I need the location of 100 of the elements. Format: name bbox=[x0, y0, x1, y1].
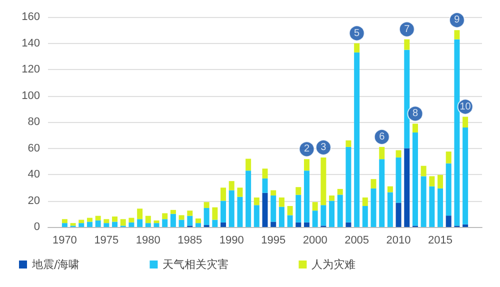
bar bbox=[420, 176, 426, 227]
bar bbox=[278, 206, 284, 227]
bar bbox=[396, 150, 402, 158]
bar bbox=[462, 224, 468, 227]
bar bbox=[296, 194, 302, 222]
bar bbox=[204, 208, 210, 226]
bar bbox=[370, 179, 376, 188]
bar bbox=[254, 205, 260, 227]
bar bbox=[95, 220, 101, 227]
bar bbox=[387, 186, 393, 192]
x-tick-label: 1975 bbox=[94, 234, 119, 246]
bar bbox=[429, 176, 435, 186]
legend-label: 人为灾难 bbox=[312, 258, 356, 271]
x-tick-label: 2010 bbox=[386, 234, 411, 246]
bar bbox=[462, 116, 468, 128]
bar bbox=[195, 218, 201, 224]
bar bbox=[86, 218, 92, 222]
bar bbox=[362, 206, 368, 227]
annotation: 8 bbox=[412, 108, 418, 120]
bar bbox=[278, 197, 284, 207]
y-tick-label: 60 bbox=[28, 142, 40, 154]
bar bbox=[128, 222, 134, 227]
y-tick-label: 160 bbox=[22, 11, 40, 23]
annotation: 6 bbox=[379, 131, 386, 142]
bar bbox=[137, 208, 143, 220]
bar bbox=[404, 148, 410, 227]
bar bbox=[446, 163, 452, 216]
bar bbox=[379, 146, 385, 160]
bar bbox=[304, 159, 310, 171]
bar bbox=[454, 30, 460, 40]
bar bbox=[228, 181, 234, 190]
bar bbox=[212, 207, 218, 220]
bar bbox=[204, 202, 210, 208]
x-tick-label: 2000 bbox=[302, 234, 328, 246]
bar bbox=[438, 188, 444, 227]
bar bbox=[446, 216, 452, 227]
legend-label: 天气相关灾害 bbox=[162, 258, 229, 271]
bar bbox=[396, 157, 402, 203]
bar bbox=[112, 216, 118, 222]
bar bbox=[220, 200, 226, 222]
bar bbox=[412, 132, 418, 226]
annotation: 10 bbox=[460, 101, 472, 112]
bar bbox=[246, 170, 252, 227]
bar bbox=[462, 128, 468, 224]
bar bbox=[312, 210, 318, 227]
bar bbox=[262, 178, 268, 193]
bar bbox=[420, 166, 426, 176]
legend-label: 地震/海啸 bbox=[31, 258, 80, 271]
bar bbox=[187, 216, 193, 226]
bar bbox=[270, 190, 276, 196]
bar bbox=[104, 223, 110, 227]
x-tick-label: 1995 bbox=[261, 234, 286, 246]
bar bbox=[220, 222, 226, 227]
annotation: 5 bbox=[354, 28, 360, 39]
bar bbox=[237, 188, 243, 197]
bar bbox=[145, 216, 151, 224]
bar bbox=[95, 216, 101, 220]
bar bbox=[404, 39, 410, 50]
y-tick-label: 20 bbox=[28, 194, 40, 207]
bar bbox=[320, 205, 326, 226]
bar bbox=[412, 124, 418, 132]
x-tick-label: 1985 bbox=[178, 234, 202, 246]
bar bbox=[296, 222, 302, 227]
bar bbox=[154, 223, 160, 227]
bar bbox=[70, 223, 76, 226]
bar bbox=[262, 168, 268, 178]
bar bbox=[246, 158, 252, 171]
bar bbox=[137, 219, 143, 227]
y-tick-label: 140 bbox=[22, 37, 40, 50]
bar bbox=[170, 214, 176, 227]
bar bbox=[337, 188, 343, 195]
x-tick-label: 2005 bbox=[344, 234, 370, 246]
bar bbox=[220, 188, 226, 201]
bar bbox=[329, 200, 335, 227]
bar bbox=[287, 215, 293, 227]
bar bbox=[178, 220, 184, 227]
bar bbox=[178, 215, 184, 220]
bar bbox=[78, 220, 84, 224]
bar bbox=[270, 222, 276, 227]
bar bbox=[354, 43, 360, 52]
y-tick-label: 0 bbox=[34, 221, 40, 233]
bar bbox=[346, 222, 352, 227]
bar bbox=[387, 192, 393, 227]
bar bbox=[78, 223, 84, 227]
bar bbox=[195, 223, 201, 227]
x-tick-label: 1980 bbox=[136, 234, 160, 246]
bar bbox=[212, 220, 218, 227]
x-tick-label: 1970 bbox=[52, 234, 77, 246]
bar bbox=[396, 202, 402, 227]
bar bbox=[438, 174, 444, 188]
bar bbox=[62, 223, 68, 227]
annotation: 9 bbox=[454, 14, 460, 26]
bar bbox=[270, 196, 276, 222]
bar bbox=[446, 152, 452, 164]
bar bbox=[154, 220, 160, 224]
x-tick-label: 2015 bbox=[428, 234, 453, 246]
bar bbox=[228, 190, 234, 227]
bar bbox=[287, 206, 293, 216]
bar bbox=[162, 213, 168, 220]
bar bbox=[170, 210, 176, 214]
